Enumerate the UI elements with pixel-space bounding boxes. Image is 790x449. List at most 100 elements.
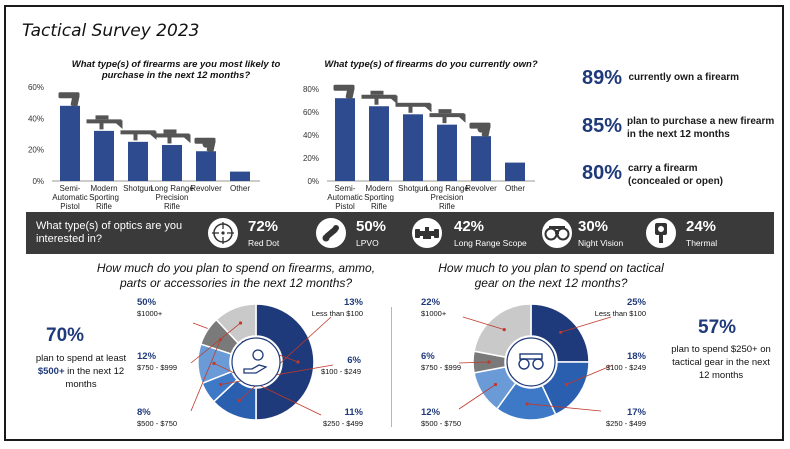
- leader-dot: [525, 402, 529, 406]
- x-tick-label: Sporting: [89, 193, 119, 202]
- leader-line: [462, 316, 505, 331]
- bar: [471, 136, 491, 181]
- slice-category-label: $500 - $750: [137, 419, 177, 428]
- leader-dot: [487, 360, 491, 364]
- leader-dot: [238, 321, 243, 325]
- infographic-frame: Tactical Survey 2023 What type(s) of fir…: [4, 5, 784, 441]
- chart2-title: What type(s) of firearms do you currentl…: [324, 59, 538, 70]
- spend-left-bold: $500+: [37, 366, 65, 377]
- x-tick-label: Revolver: [190, 184, 222, 193]
- leader-line: [527, 403, 602, 412]
- y-tick-label: 80%: [303, 85, 319, 94]
- donut-center: [231, 337, 281, 387]
- shotgun-icon: [120, 130, 157, 141]
- slice-category-label: Less than $100: [312, 309, 363, 318]
- stat-own-text: currently own a firearm: [628, 72, 740, 83]
- slice-category-label: $100 - $249: [606, 363, 646, 372]
- spend-left-text: plan to spend at least $500+ in the next…: [26, 352, 136, 391]
- rifle-icon: [361, 90, 398, 105]
- x-tick-label: Shotgun: [398, 184, 428, 193]
- bar: [128, 141, 148, 181]
- shotgun-icon: [395, 102, 432, 113]
- slice-pct-label: 22%: [421, 297, 441, 308]
- slice-pct-label: 25%: [627, 297, 647, 308]
- leader-line: [190, 339, 221, 412]
- slice-pct-label: 13%: [344, 297, 364, 308]
- x-tick-label: Sporting: [364, 193, 394, 202]
- thermal-icon: [644, 216, 678, 250]
- optic-label-night-vision: Night Vision: [578, 238, 624, 248]
- spend-left-text-b: in the next 12 months: [65, 366, 125, 390]
- slice-category-label: $1000+: [421, 309, 447, 318]
- bar: [60, 105, 80, 181]
- leader-line: [566, 364, 614, 385]
- slice-category-label: Less than $100: [595, 309, 646, 318]
- x-tick-label: Precision: [156, 193, 189, 202]
- section-divider: [391, 307, 392, 427]
- chart3-donut: 50%$1000+ 13%Less than $100 6%$100 - $249 1…: [137, 297, 364, 428]
- x-tick-label: Long Range: [425, 184, 469, 193]
- slice-category-label: $750 - $999: [137, 363, 177, 372]
- donut-center: [506, 337, 556, 387]
- leader-line: [213, 362, 322, 416]
- night-vision-icon: [540, 216, 574, 250]
- bar: [196, 151, 216, 181]
- stat-purchase-pct: 85%: [582, 115, 623, 137]
- bar: [94, 130, 114, 181]
- slice-category-label: $750 - $999: [421, 363, 461, 372]
- revolver-icon: [194, 137, 216, 153]
- slice-pct-label: 12%: [137, 351, 157, 362]
- bar: [335, 98, 355, 181]
- pistol-icon: [333, 84, 355, 100]
- lpvo-icon: [314, 216, 348, 250]
- x-tick-label: Shotgun: [123, 184, 153, 193]
- spend-right-pct: 57%: [698, 317, 737, 338]
- stat-purchase-text: plan to purchase a new firearm in the ne…: [627, 116, 775, 140]
- y-tick-label: 60%: [28, 83, 44, 92]
- precision-rifle-icon: [154, 129, 191, 144]
- leader-dot: [296, 360, 300, 364]
- revolver-icon: [469, 122, 491, 137]
- x-tick-label: Pistol: [335, 202, 355, 211]
- x-tick-label: Revolver: [465, 184, 497, 193]
- slice-pct-label: 6%: [347, 355, 361, 366]
- slice-pct-label: 50%: [137, 297, 157, 308]
- chart4-donut: 25%Less than $100 18%$100 - $249 17%$250 -…: [421, 297, 647, 428]
- leader-dot: [559, 330, 563, 334]
- leader-dot: [212, 361, 216, 365]
- slice-category-label: $500 - $750: [421, 419, 461, 428]
- x-tick-label: Pistol: [60, 202, 80, 211]
- slice-category-label: $1000+: [137, 309, 163, 318]
- chart1-title: What type(s) of firearms are you most li…: [71, 59, 281, 81]
- x-tick-label: Rifle: [164, 202, 181, 211]
- y-tick-label: 20%: [303, 154, 319, 163]
- y-tick-label: 40%: [28, 114, 44, 123]
- bar: [162, 144, 182, 181]
- slice-pct-label: 12%: [421, 407, 441, 418]
- x-tick-label: Semi-: [335, 184, 356, 193]
- bar: [403, 114, 423, 181]
- red-dot-icon: [206, 216, 240, 250]
- bar: [505, 162, 525, 181]
- leader-dot: [564, 382, 569, 387]
- x-tick-label: Rifle: [439, 202, 456, 211]
- donut-slice: [215, 303, 257, 345]
- optic-pct-night-vision: 30%: [578, 218, 609, 235]
- leader-dot: [237, 398, 241, 403]
- chart3-title: How much do you plan to spend on firearm…: [96, 261, 376, 290]
- x-tick-label: Rifle: [371, 202, 388, 211]
- money-hand-icon: [243, 349, 268, 374]
- leader-line: [458, 361, 490, 364]
- x-tick-label: Automatic: [327, 193, 363, 202]
- slice-pct-label: 8%: [137, 407, 151, 418]
- x-tick-label: Semi-: [60, 184, 81, 193]
- optic-label-lpvo: LPVO: [356, 238, 379, 248]
- spend-left-text-a: plan to spend at least: [35, 353, 127, 364]
- pistol-icon: [58, 92, 80, 107]
- stat-carry-text: carry a firearm (concealed or open): [628, 163, 724, 187]
- optics-question: What type(s) of optics are you intereste…: [36, 220, 183, 245]
- optic-pct-lpvo: 50%: [356, 218, 387, 235]
- spend-right-text: plan to spend $250+ on tactical gear in …: [671, 344, 771, 381]
- y-tick-label: 0%: [32, 177, 44, 186]
